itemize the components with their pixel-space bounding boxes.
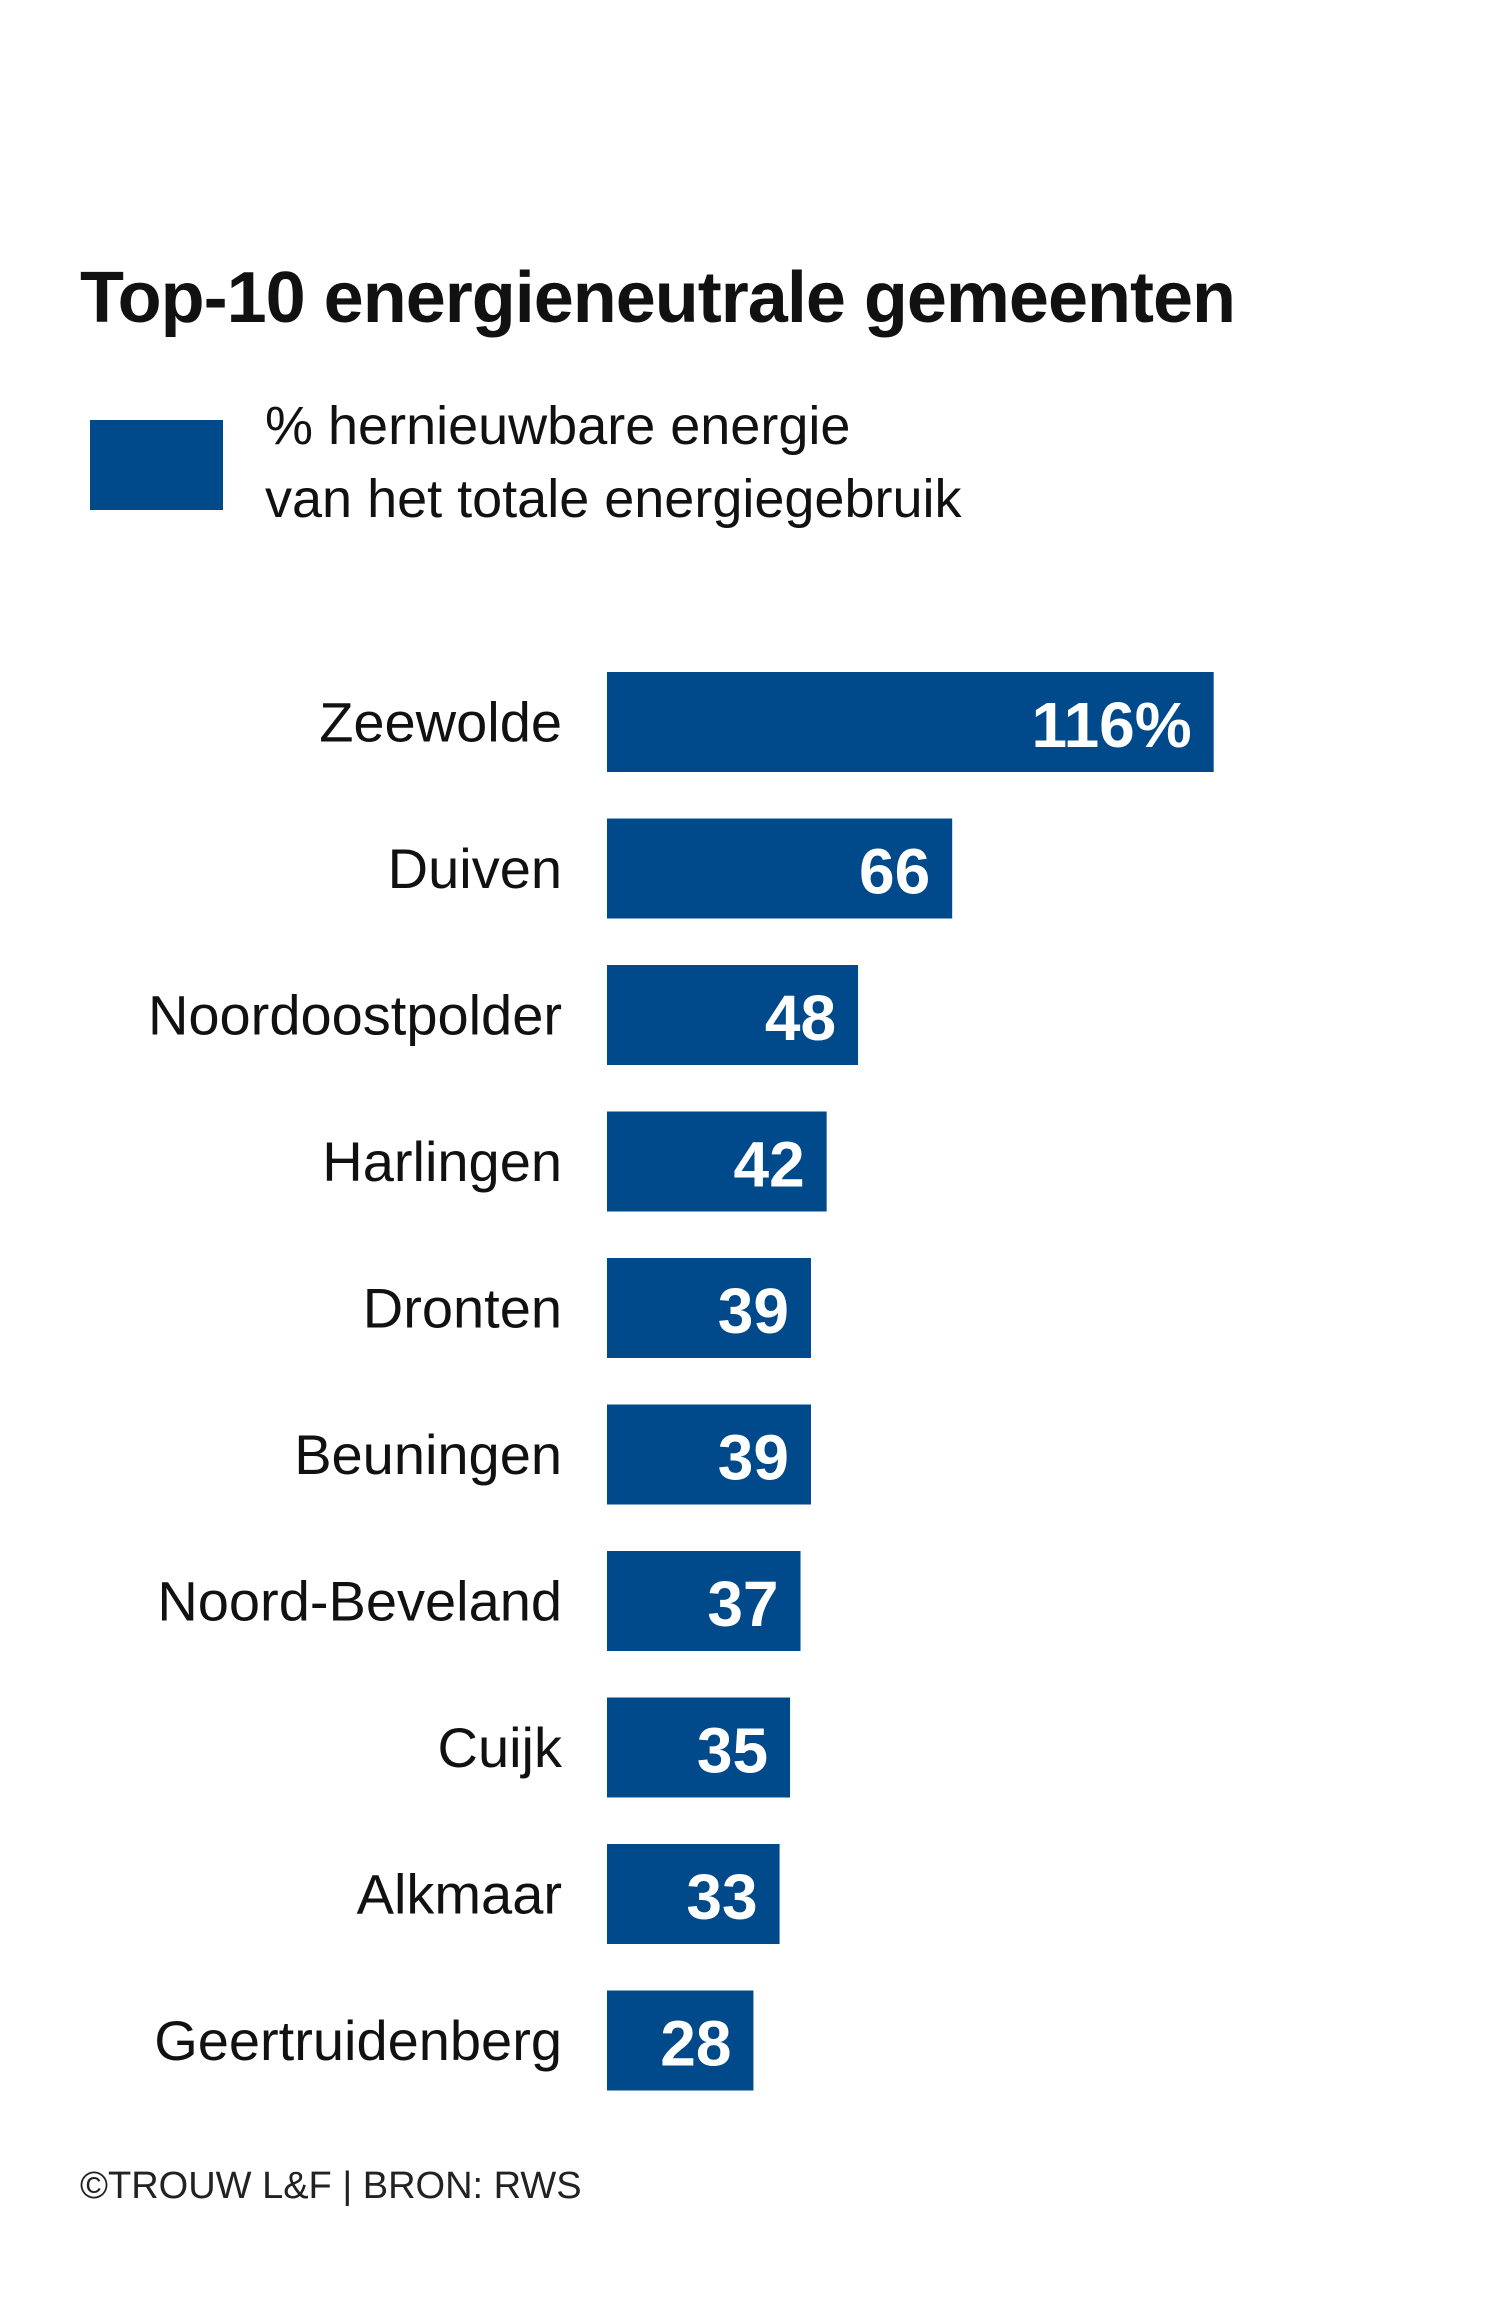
bar-beuningen (607, 1404, 811, 1505)
chart-title: Top-10 energieneutrale gemeenten (80, 258, 1236, 338)
bar-alkmaar (607, 1844, 780, 1944)
value-label: 28 (660, 2008, 731, 2080)
category-label: Zeewolde (319, 691, 562, 754)
bar-dronten (607, 1258, 811, 1358)
value-label: 39 (718, 1422, 789, 1494)
bar-duiven (607, 818, 953, 919)
bar-zeewolde (607, 672, 1214, 772)
value-label: 66 (859, 836, 930, 908)
value-label: 42 (733, 1129, 804, 1201)
value-label: 39 (718, 1275, 789, 1347)
bar-cuijk (607, 1697, 791, 1798)
value-label: 35 (697, 1715, 768, 1787)
category-label: Beuningen (294, 1423, 562, 1486)
legend-label: % hernieuwbare energie van het totale en… (265, 396, 962, 529)
value-label: 48 (765, 982, 836, 1054)
category-label: Noord-Beveland (157, 1570, 562, 1633)
value-label: 116% (1032, 689, 1192, 761)
value-label: 37 (707, 1568, 778, 1640)
bar-noordoostpolder (607, 965, 859, 1065)
bar-harlingen (607, 1111, 827, 1212)
bar-noord-beveland (607, 1551, 801, 1651)
bar-chart: Zeewolde 116% Duiven 66 Noordoostpolder 48 Har… (148, 672, 1214, 2091)
category-label: Dronten (363, 1277, 562, 1340)
category-label: Cuijk (438, 1716, 563, 1779)
category-label: Geertruidenberg (154, 2009, 562, 2072)
category-label: Noordoostpolder (148, 984, 562, 1047)
value-label: 33 (686, 1861, 757, 1933)
bar-geertruidenberg (607, 1990, 754, 2091)
category-label: Alkmaar (357, 1863, 562, 1926)
category-label: Duiven (388, 837, 562, 900)
legend-swatch (90, 420, 223, 510)
legend: % hernieuwbare energie van het totale en… (90, 390, 1390, 530)
category-label: Harlingen (322, 1130, 562, 1193)
source-credit: ©TROUW L&F | BRON: RWS (80, 2165, 582, 2207)
